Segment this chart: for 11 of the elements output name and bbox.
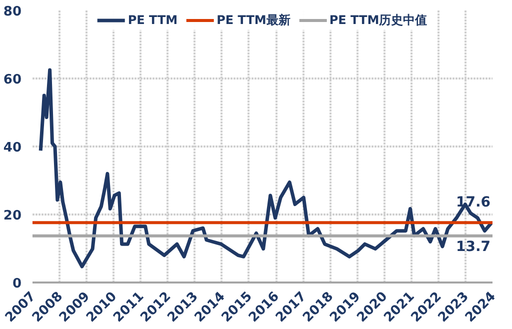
legend-label: PE TTM历史中值 xyxy=(329,12,428,28)
y-tick-label: 40 xyxy=(3,140,22,156)
annotation: 13.7 xyxy=(456,238,491,255)
legend-label: PE TTM最新 xyxy=(216,12,290,28)
y-tick-label: 0 xyxy=(12,276,22,292)
y-tick-label: 20 xyxy=(3,208,22,224)
y-tick-label: 60 xyxy=(3,72,22,88)
line-series xyxy=(38,68,492,268)
y-tick-label: 80 xyxy=(3,4,22,20)
legend-label: PE TTM xyxy=(128,13,178,27)
annotation: 17.6 xyxy=(456,194,491,211)
